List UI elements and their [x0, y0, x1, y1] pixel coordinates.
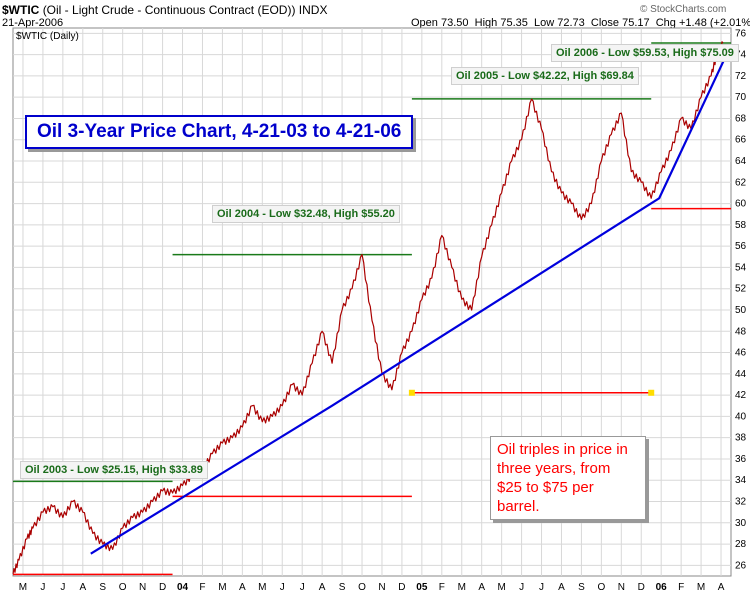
y-tick-label: 32: [735, 497, 747, 508]
y-tick-label: 64: [735, 156, 747, 167]
x-tick-label: M: [258, 582, 266, 593]
price-line: [12, 41, 724, 574]
x-tick-label: M: [497, 582, 505, 593]
exchange: INDX: [298, 3, 328, 17]
y-tick-label: 74: [735, 50, 747, 61]
x-tick-label: N: [378, 582, 385, 593]
y-tick-label: 76: [735, 28, 747, 39]
series-label: $WTIC (Daily): [16, 31, 79, 42]
x-tick-label: O: [597, 582, 605, 593]
x-tick-label: J: [60, 582, 65, 593]
x-tick-label: 04: [177, 582, 189, 593]
close-label: Close: [590, 17, 620, 29]
chart-title: Oil 3-Year Price Chart, 4-21-03 to 4-21-…: [25, 115, 414, 149]
y-tick-label: 26: [735, 560, 747, 571]
x-tick-label: F: [199, 582, 205, 593]
chart-header-line1: $WTIC (Oil - Light Crude - Continuous Co…: [2, 3, 327, 17]
y-tick-label: 30: [735, 518, 747, 529]
low-value: 72.73: [557, 17, 585, 29]
y-tick-label: 56: [735, 241, 747, 252]
oil-2005-label: Oil 2005 - Low $42.22, High $69.84: [451, 67, 639, 85]
open-value: 73.50: [440, 17, 469, 29]
x-tick-label: M: [458, 582, 466, 593]
open-label: Open: [411, 17, 438, 29]
x-tick-label: O: [358, 582, 366, 593]
x-tick-label: D: [398, 582, 405, 593]
marker-point: [408, 389, 415, 396]
x-tick-label: A: [319, 582, 326, 593]
x-tick-label: J: [300, 582, 305, 593]
x-tick-label: D: [159, 582, 166, 593]
oil-2004-label: Oil 2004 - Low $32.48, High $55.20: [212, 205, 400, 223]
x-tick-label: A: [79, 582, 86, 593]
oil-2003-label: Oil 2003 - Low $25.15, High $33.89: [20, 461, 208, 479]
x-tick-label: 06: [656, 582, 668, 593]
x-tick-label: M: [19, 582, 27, 593]
description: (Oil - Light Crude - Continuous Contract…: [42, 3, 296, 17]
x-tick-label: N: [139, 582, 146, 593]
y-tick-label: 52: [735, 284, 747, 295]
high-label: High: [474, 17, 498, 29]
y-tick-label: 44: [735, 369, 747, 380]
oil-2006-label: Oil 2006 - Low $59.53, High $75.09: [551, 44, 739, 62]
y-tick-label: 34: [735, 475, 747, 486]
x-tick-label: O: [119, 582, 127, 593]
x-tick-label: J: [40, 582, 45, 593]
y-tick-label: 28: [735, 539, 747, 550]
brand-logo: © StockCharts.com: [640, 4, 727, 15]
marker-point: [648, 389, 655, 396]
y-tick-label: 72: [735, 71, 747, 82]
chart-date: 21-Apr-2006: [2, 17, 64, 29]
y-tick-label: 60: [735, 199, 747, 210]
y-tick-label: 42: [735, 390, 747, 401]
y-tick-label: 66: [735, 135, 747, 146]
symbol: $WTIC: [2, 3, 40, 17]
x-tick-label: S: [578, 582, 585, 593]
x-tick-label: F: [439, 582, 445, 593]
x-tick-label: J: [280, 582, 285, 593]
price-note: Oil triples in price in three years, fro…: [490, 436, 646, 520]
y-tick-label: 50: [735, 305, 747, 316]
x-tick-label: A: [718, 582, 725, 593]
high-value: 75.35: [500, 17, 528, 29]
low-label: Low: [533, 17, 555, 29]
x-tick-label: A: [239, 582, 246, 593]
x-tick-label: M: [218, 582, 226, 593]
close-value: 75.17: [622, 17, 650, 29]
y-tick-label: 62: [735, 177, 747, 188]
x-tick-label: J: [519, 582, 524, 593]
y-tick-label: 58: [735, 220, 747, 231]
chg-label: Chg: [655, 17, 676, 29]
y-tick-label: 46: [735, 348, 747, 359]
y-tick-label: 48: [735, 326, 747, 337]
x-tick-label: A: [558, 582, 565, 593]
x-tick-label: 05: [416, 582, 428, 593]
y-tick-label: 36: [735, 454, 747, 465]
x-tick-label: S: [339, 582, 346, 593]
x-tick-label: N: [618, 582, 625, 593]
y-tick-label: 40: [735, 411, 747, 422]
ohlc-readout: Open 73.50 High 75.35 Low 72.73 Close 75…: [411, 17, 750, 29]
chg-value: +1.48 (+2.01%): [678, 17, 750, 29]
y-tick-label: 68: [735, 113, 747, 124]
x-tick-label: A: [478, 582, 485, 593]
x-tick-label: S: [99, 582, 106, 593]
x-tick-label: J: [539, 582, 544, 593]
y-tick-label: 70: [735, 92, 747, 103]
x-tick-label: D: [638, 582, 645, 593]
y-tick-label: 38: [735, 433, 747, 444]
x-tick-label: F: [678, 582, 684, 593]
trendline: [90, 48, 731, 555]
x-tick-label: M: [697, 582, 705, 593]
y-tick-label: 54: [735, 262, 747, 273]
